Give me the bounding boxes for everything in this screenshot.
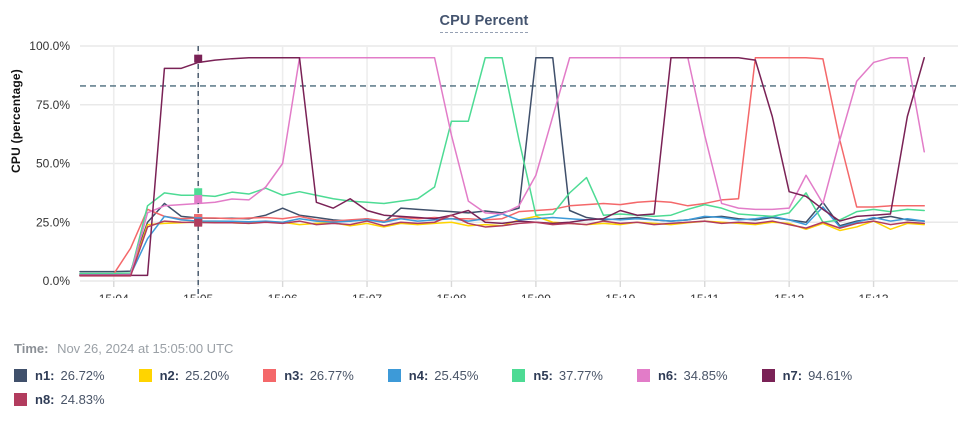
- legend-label-n5: n5:: [533, 368, 553, 383]
- x-tick-label: 15:06: [268, 292, 298, 298]
- y-axis-title: CPU (percentage): [9, 69, 23, 173]
- tooltip-time-label: Time:: [14, 341, 49, 356]
- legend-swatch-n1: [14, 369, 27, 382]
- cursor-marker-n6: [194, 195, 203, 204]
- cursor-marker-n5: [194, 188, 203, 197]
- legend-value-n4: 25.45%: [434, 368, 479, 383]
- legend-value-n5: 37.77%: [558, 368, 603, 383]
- x-tick-label: 15:09: [521, 292, 551, 298]
- y-tick-label: 100.0%: [29, 39, 70, 53]
- series-line-n4[interactable]: [79, 206, 925, 276]
- tooltip-time-row: Time: Nov 26, 2024 at 15:05:00 UTC: [14, 341, 233, 356]
- legend-value-n8: 24.83%: [60, 392, 105, 407]
- cursor-marker-n8: [194, 218, 203, 227]
- legend-item-n1[interactable]: n1: 26.72%: [14, 368, 105, 383]
- legend-item-n2[interactable]: n2: 25.20%: [138, 368, 230, 383]
- chart-title: CPU Percent: [0, 13, 968, 33]
- chart-title-text: CPU Percent: [439, 13, 529, 33]
- legend-label-n7: n7:: [782, 368, 803, 383]
- x-tick-label: 15:12: [774, 292, 804, 298]
- legend-value-n1: 26.72%: [60, 368, 105, 383]
- legend[interactable]: n1: 26.72% n2: 25.20% n3: 26.77% n4: 25.45% n5: 3…: [14, 368, 954, 416]
- chart-svg[interactable]: 0.0% 25.0% 50.0% 75.0% 100.0% 15:04 15:05 15:06…: [0, 36, 968, 298]
- legend-swatch-n6: [636, 369, 650, 382]
- legend-label-n3: n3:: [284, 368, 304, 383]
- x-tick-label: 15:08: [436, 292, 466, 298]
- x-tick-label: 15:07: [352, 292, 382, 298]
- legend-label-n6: n6:: [657, 368, 678, 383]
- legend-value-n3: 26.77%: [309, 368, 354, 383]
- legend-item-n6[interactable]: n6: 34.85%: [636, 368, 728, 383]
- legend-label-n8: n8:: [35, 392, 55, 407]
- legend-swatch-n2: [138, 369, 152, 382]
- series-line-n3[interactable]: [79, 57, 925, 275]
- x-tick-label: 15:10: [605, 292, 635, 298]
- y-tick-label: 25.0%: [36, 215, 70, 229]
- legend-item-n5[interactable]: n5: 37.77%: [512, 368, 603, 383]
- x-tick-label: 15:13: [859, 292, 889, 298]
- legend-item-n8[interactable]: n8: 24.83%: [14, 392, 105, 407]
- y-tick-label: 75.0%: [36, 98, 70, 112]
- series-line-n8[interactable]: [79, 214, 925, 277]
- x-tick-label: 15:05: [183, 292, 213, 298]
- legend-label-n2: n2:: [159, 368, 180, 383]
- cursor-marker-n7: [194, 54, 203, 63]
- legend-swatch-n4: [387, 369, 401, 382]
- x-tick-label: 15:11: [690, 292, 719, 298]
- legend-item-n7[interactable]: n7: 94.61%: [761, 368, 853, 383]
- legend-swatch-n8: [14, 393, 27, 406]
- legend-label-n4: n4:: [408, 368, 429, 383]
- series-line-n5[interactable]: [79, 57, 925, 275]
- legend-value-n6: 34.85%: [683, 368, 728, 383]
- y-tick-label: 50.0%: [36, 157, 70, 171]
- legend-swatch-n5: [512, 369, 526, 382]
- legend-item-n4[interactable]: n4: 25.45%: [387, 368, 479, 383]
- legend-item-n3[interactable]: n3: 26.77%: [263, 368, 354, 383]
- legend-swatch-n3: [263, 369, 277, 382]
- legend-value-n2: 25.20%: [185, 368, 230, 383]
- legend-value-n7: 94.61%: [808, 368, 853, 383]
- series-line-n1[interactable]: [79, 57, 925, 273]
- series-line-n6[interactable]: [79, 57, 925, 276]
- x-tick-label: 15:04: [99, 292, 129, 298]
- plot-area[interactable]: CPU (percentage) 0.0% 25.0% 50.0% 75.0% 100.…: [0, 36, 968, 298]
- series-line-n7[interactable]: [79, 57, 925, 277]
- tooltip-time-value: Nov 26, 2024 at 15:05:00 UTC: [57, 341, 234, 356]
- legend-label-n1: n1:: [35, 368, 55, 383]
- legend-swatch-n7: [761, 369, 775, 382]
- y-tick-label: 0.0%: [43, 274, 71, 288]
